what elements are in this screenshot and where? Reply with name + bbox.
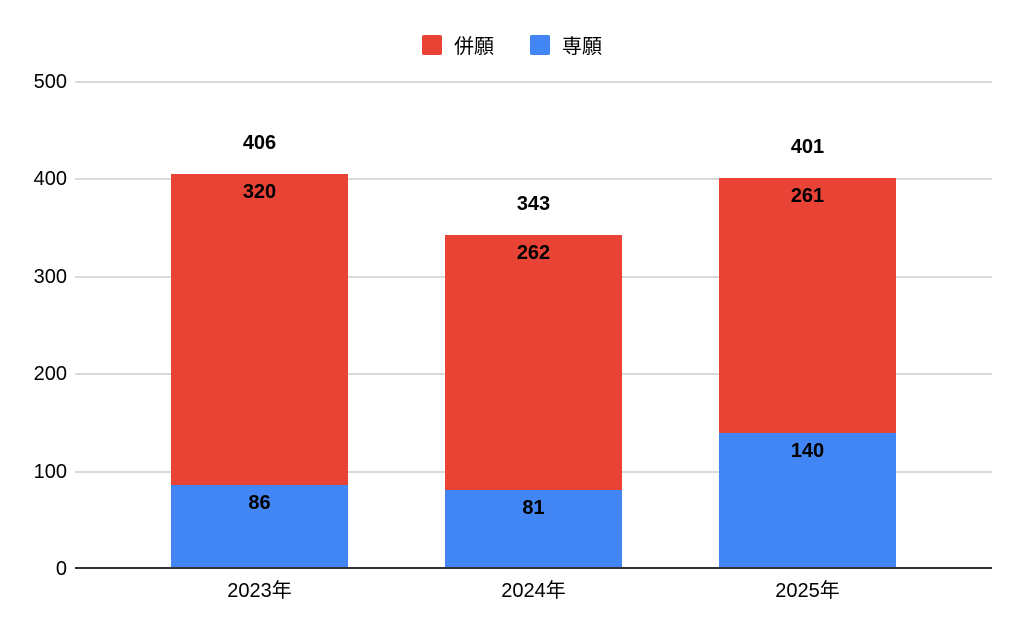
segment-value-label: 86 [248, 492, 271, 515]
bar-segment-併願-2023年[interactable]: 320 [171, 173, 348, 486]
legend-swatch-heigan-icon [422, 34, 442, 55]
gridline-500 [75, 81, 992, 83]
bar-segment-専願-2024年[interactable]: 81 [445, 490, 622, 569]
x-tick-label-2023年: 2023年 [227, 580, 292, 602]
legend-item-heigan[interactable]: 併願 [422, 30, 494, 59]
segment-value-label: 261 [790, 185, 825, 208]
legend: 併願 専願 [0, 30, 1024, 59]
y-axis: 0 100 200 300 400 500 [0, 72, 67, 579]
total-label-2025年: 401 [790, 136, 825, 159]
bar-segment-併願-2024年[interactable]: 262 [445, 234, 622, 491]
y-tick-label-500: 500 [33, 71, 67, 93]
bar-group-2023年: 86 320 406 2023年 [171, 82, 348, 601]
segment-value-label: 320 [242, 180, 277, 203]
bar-group-2024年: 81 262 343 2024年 [445, 82, 622, 601]
x-tick-label-2024年: 2024年 [501, 580, 566, 602]
y-tick-label-300: 300 [33, 265, 67, 288]
bar-group-2025年: 140 261 401 2025年 [719, 82, 896, 601]
legend-label-sengan: 専願 [562, 36, 602, 58]
legend-label-heigan: 併願 [454, 36, 494, 58]
segment-value-label: 81 [522, 497, 545, 520]
bar-segment-専願-2023年[interactable]: 86 [171, 485, 348, 569]
x-tick-label-2025年: 2025年 [775, 580, 840, 602]
bars: 86 320 406 2023年 81 262 343 2024年 140 261 401 2025年 [75, 82, 992, 601]
bar-segment-専願-2025年[interactable]: 140 [719, 432, 896, 569]
y-tick-label-100: 100 [33, 460, 67, 483]
x-axis-baseline [75, 567, 992, 569]
plot-area: 86 320 406 2023年 81 262 343 2024年 140 261 401 2025年 [75, 81, 992, 601]
y-tick-label-200: 200 [33, 363, 67, 386]
y-tick-label-0: 0 [55, 558, 67, 580]
y-tick-label-400: 400 [33, 168, 67, 191]
legend-item-sengan[interactable]: 専願 [530, 30, 602, 59]
bar-segment-併願-2025年[interactable]: 261 [719, 178, 896, 433]
legend-swatch-sengan-icon [530, 34, 550, 55]
total-label-2023年: 406 [242, 131, 277, 154]
segment-value-label: 262 [516, 241, 551, 264]
segment-value-label: 140 [790, 439, 825, 462]
gridline-400 [75, 178, 992, 181]
total-label-2024年: 343 [516, 192, 551, 215]
